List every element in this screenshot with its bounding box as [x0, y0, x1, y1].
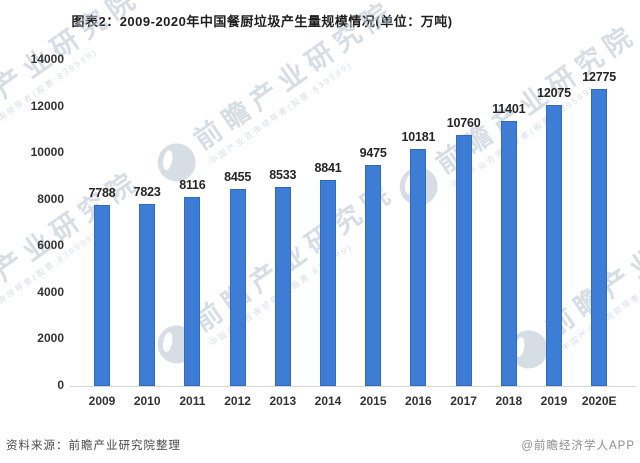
bar-value-label: 12775 [582, 69, 617, 84]
watermark-sub-text: 中国产业咨询领导者(股票:839599) [0, 46, 100, 154]
data-source-note: 资料来源：前瞻产业研究院整理 [6, 440, 181, 452]
bar-value-label: 8116 [179, 178, 206, 192]
y-axis-tick-label: 0 [57, 378, 64, 392]
bar-value-label: 8533 [269, 168, 297, 183]
bar [591, 88, 608, 386]
chart-title: 图表2：2009-2020年中国餐厨垃圾产生量规模情况(单位：万吨) [71, 14, 453, 29]
bar-value-label: 10760 [446, 116, 481, 131]
bar [546, 104, 562, 386]
y-axis-tick-label: 2000 [37, 331, 64, 346]
bar [455, 135, 472, 386]
x-axis-tick-label: 2012 [224, 394, 251, 408]
bar-value-label: 12075 [537, 85, 571, 100]
x-axis-tick-label: 2019 [540, 394, 568, 408]
bar [274, 187, 291, 386]
bar [500, 120, 517, 386]
app-credit-note: @前瞻经济学人APP [521, 440, 635, 452]
x-axis-tick-label: 2016 [405, 394, 432, 408]
x-axis-line [70, 386, 636, 387]
x-axis-tick-label: 2011 [179, 394, 206, 408]
bar [365, 165, 382, 386]
bar-value-label: 10181 [401, 129, 436, 144]
bar [139, 203, 156, 386]
bar-value-label: 11401 [492, 101, 526, 116]
y-axis-tick-label: 4000 [37, 284, 64, 299]
bar [94, 204, 110, 386]
x-axis-tick-label: 2013 [269, 394, 297, 408]
x-axis-tick-label: 2015 [359, 394, 387, 408]
bar-value-label: 8455 [224, 170, 252, 185]
bar-value-label: 7788 [88, 185, 116, 200]
x-axis-tick-label: 2017 [450, 394, 477, 408]
y-axis-tick-label: 6000 [37, 238, 64, 253]
watermark-sub-text: 中国产业咨询领导者(股票:839599) [0, 229, 100, 337]
bar [410, 148, 427, 386]
y-axis-tick-label: 10000 [30, 145, 64, 160]
bar-value-label: 8841 [314, 161, 342, 176]
y-axis-tick-label: 8000 [37, 191, 64, 206]
x-axis-tick-label: 2014 [314, 394, 342, 408]
y-axis-tick-label: 14000 [30, 52, 64, 66]
x-axis-tick-label: 2009 [88, 394, 116, 408]
bar [184, 197, 201, 386]
bar-value-label: 7823 [133, 184, 161, 199]
watermark-sub-text: 中国产业咨询领导者(股票:839599) [208, 59, 355, 167]
y-axis-tick-label: 12000 [30, 98, 64, 113]
x-axis-tick-label: 2010 [133, 394, 161, 408]
x-axis-tick-label: 2020E [581, 394, 617, 408]
bar [229, 189, 246, 386]
bar [320, 180, 336, 386]
x-axis-tick-label: 2018 [495, 394, 523, 408]
bar-value-label: 9475 [359, 146, 387, 161]
